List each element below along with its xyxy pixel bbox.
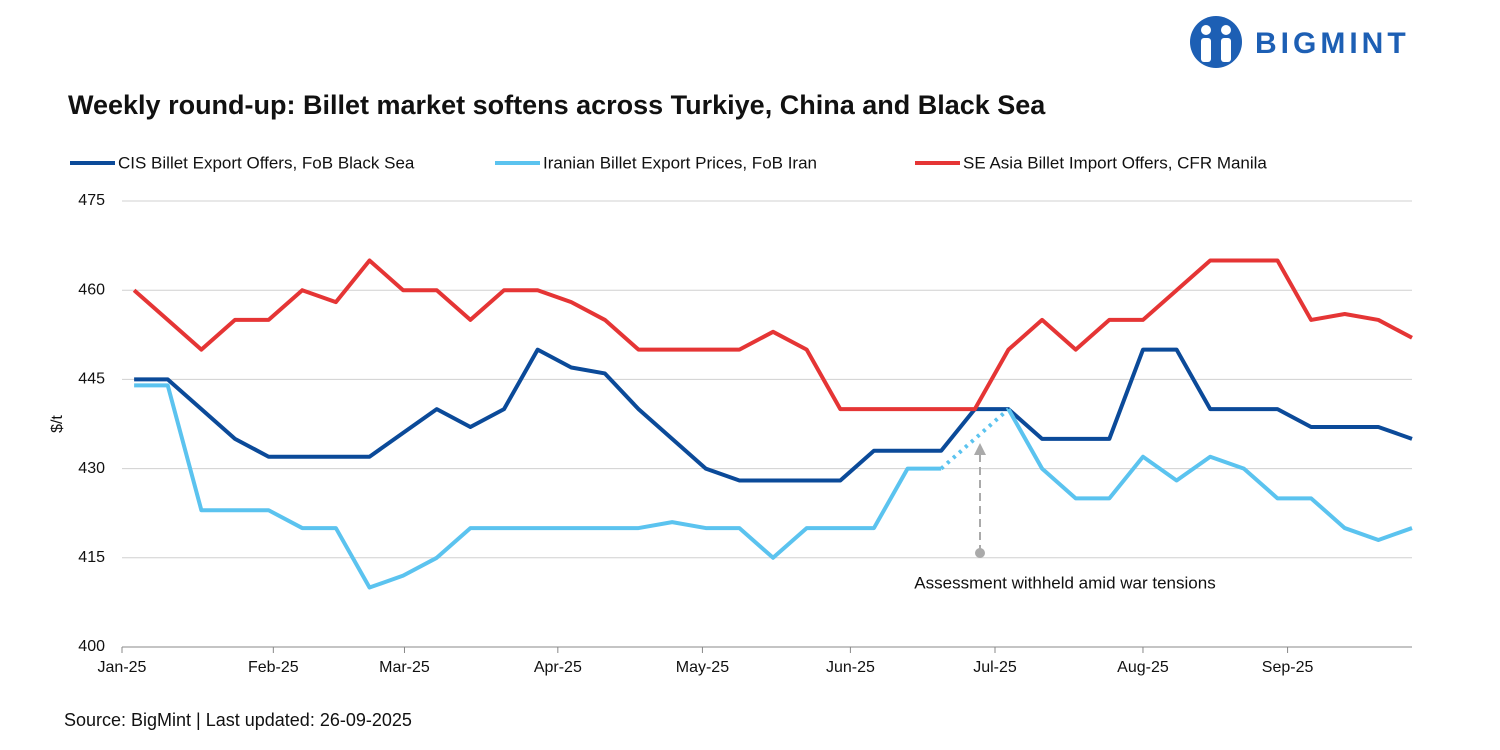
gap-connector [939,407,1010,471]
legend-label: CIS Billet Export Offers, FoB Black Sea [118,153,415,172]
logo-icon-part [1221,38,1231,62]
y-tick-label: 415 [78,549,105,566]
logo-icon [1190,16,1242,68]
annotation-dot [975,548,985,558]
x-tick-label: Jul-25 [973,659,1017,676]
x-tick-label: Jan-25 [98,659,147,676]
x-tick-label: Feb-25 [248,659,299,676]
x-tick-label: Mar-25 [379,659,430,676]
legend-label: SE Asia Billet Import Offers, CFR Manila [963,153,1267,172]
logo-text: BIGMINT [1255,27,1410,60]
annotation: Assessment withheld amid war tensions [914,573,1215,592]
y-tick-label: 460 [78,281,105,298]
x-tick-label: Apr-25 [534,659,582,676]
logo-icon-part [1201,25,1211,35]
y-tick-label: 475 [78,192,105,209]
logo-icon-part [1221,25,1231,35]
legend-label: Iranian Billet Export Prices, FoB Iran [543,153,817,172]
chart-title: Weekly round-up: Billet market softens a… [68,90,1046,120]
x-tick-label: Jun-25 [826,659,875,676]
y-tick-label: 400 [78,638,105,655]
logo-icon-part [1201,38,1211,62]
series-line [132,258,1413,412]
y-tick-label: 430 [78,460,105,477]
y-axis-label: $/t [49,415,66,433]
x-tick-label: May-25 [676,659,729,676]
series-line [134,347,1413,483]
x-tick-label: Aug-25 [1117,659,1169,676]
series-line [134,383,1413,590]
x-tick-label: Sep-25 [1262,659,1314,676]
annotation-arrowhead [974,443,986,455]
source-note: Source: BigMint | Last updated: 26-09-20… [64,710,412,730]
y-tick-label: 445 [78,371,105,388]
